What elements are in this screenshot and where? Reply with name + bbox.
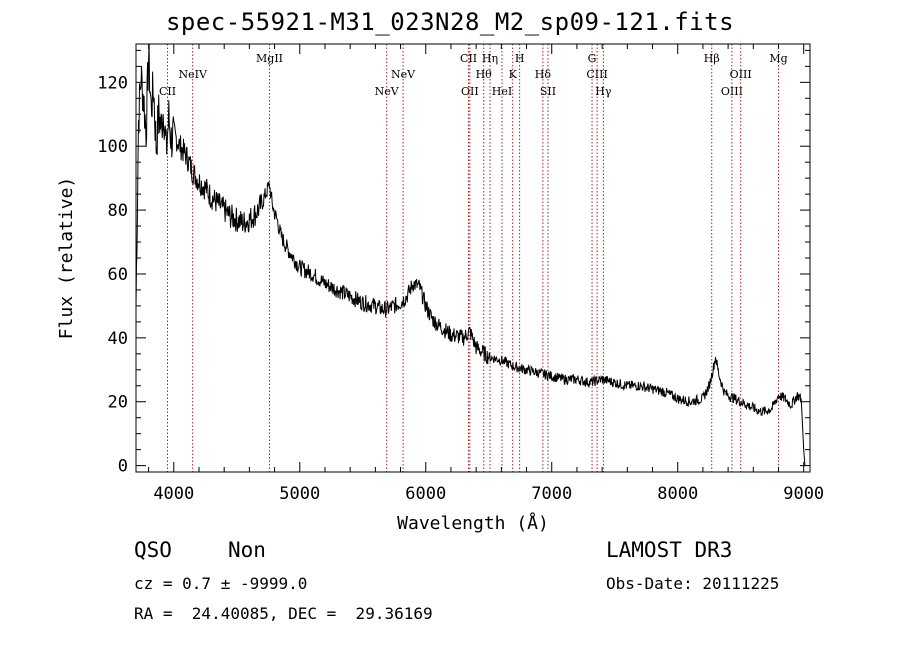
chart-title: spec-55921-M31_023N28_M2_sp09-121.fits [165,8,735,36]
observation-date: Obs-Date: 20111225 [606,574,780,593]
line-marker-label: MgII [256,52,283,65]
line-marker-label: H [515,52,525,65]
y-axis-label: Flux (relative) [56,177,77,340]
y-tick-label: 20 [108,393,128,413]
spectrum-series-line [135,43,806,466]
object-class: QSO [134,538,172,562]
y-tick-label: 100 [97,137,128,157]
line-marker-label: CII [460,52,477,65]
line-marker-label: Mg [769,52,787,65]
x-tick-label: 9000 [783,484,824,504]
plot-frame [135,43,811,473]
line-marker-label: Hγ [595,85,612,98]
line-marker-label: Hβ [704,52,720,65]
line-marker-label: Hη [482,52,498,65]
line-marker-label: NeIV [178,68,207,81]
axes: 4000 5000 6000 7000 8000 9000 0 20 40 60 80 100 120 [97,44,824,504]
x-axis-label: Wavelength (Å) [397,512,549,534]
x-tick-label: 8000 [657,484,698,504]
line-marker-label: OIII [730,68,752,81]
line-marker-label: HeI [492,85,512,98]
y-tick-label: 80 [108,201,128,221]
line-marker-label: Hδ [535,68,552,81]
x-tick-label: 7000 [531,484,572,504]
y-tick-label: 60 [108,265,128,285]
y-tick-label: 40 [108,329,128,349]
line-marker-label: OIII [721,85,743,98]
x-tick-label: 4000 [153,484,194,504]
line-marker-label: G [588,52,597,65]
object-subclass: Non [228,538,266,562]
line-marker-label: K [509,68,518,81]
y-tick-label: 120 [97,73,128,93]
line-marker-label: NeV [391,68,416,81]
line-marker-label: OII [461,85,479,98]
spectral-line-markers: CIINeIVMgIINeVNeVOIICIIHθHηHeIKHHδSIIGCI… [159,44,788,472]
y-tick-label: 0 [118,457,128,477]
line-marker-label: Hθ [476,68,493,81]
line-marker-label: CIII [586,68,607,81]
redshift-readout: cz = 0.7 ± -9999.0 [134,574,308,593]
x-tick-label: 6000 [405,484,446,504]
survey-name: LAMOST DR3 [606,538,733,562]
x-tick-label: 5000 [279,484,320,504]
coordinates-readout: RA = 24.40085, DEC = 29.36169 [134,604,433,623]
line-marker-label: SII [540,85,556,98]
line-marker-label: CII [159,85,176,98]
line-marker-label: NeV [375,85,400,98]
